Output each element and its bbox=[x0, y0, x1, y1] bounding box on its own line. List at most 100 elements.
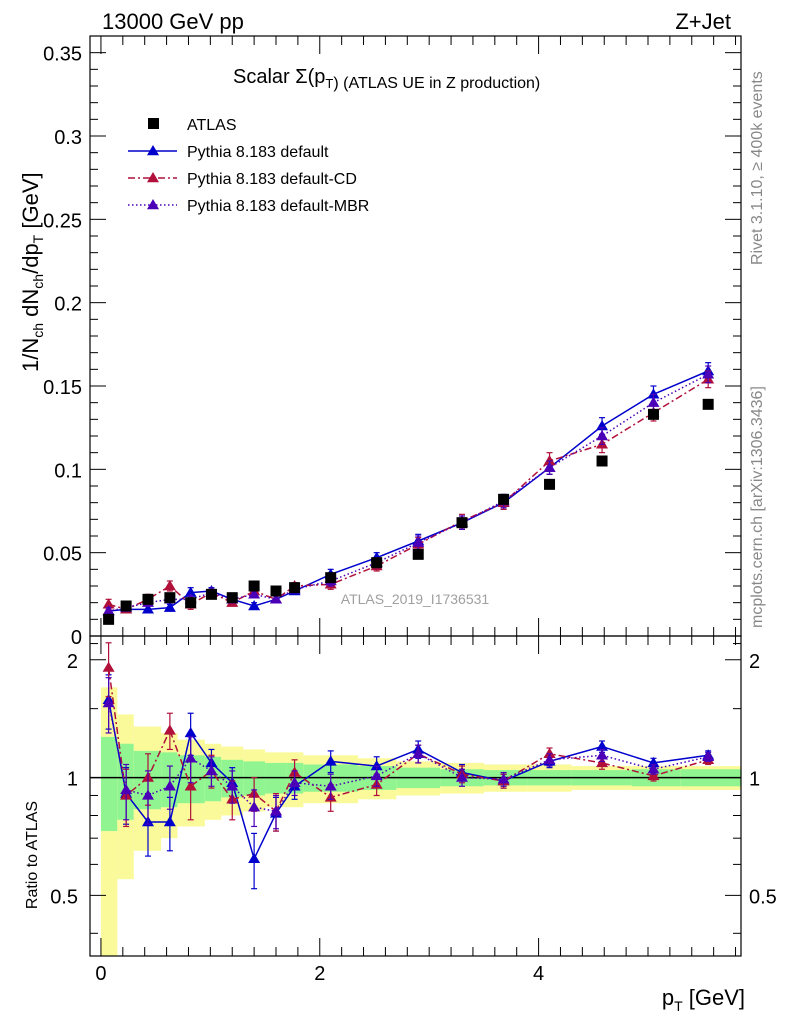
legend: ATLAS Pythia 8.183 default Pythia 8.183 de… bbox=[128, 117, 369, 215]
default-point bbox=[141, 603, 154, 614]
y-tick-label: 0.35 bbox=[43, 44, 82, 66]
mbr-ratio-point bbox=[456, 771, 468, 782]
mbr-ratio-point bbox=[324, 780, 337, 791]
ratio-band-inner bbox=[100, 736, 118, 832]
mbr-ratio-point bbox=[270, 805, 282, 816]
legend-marker-default bbox=[147, 145, 159, 156]
atlas-data-point bbox=[226, 592, 238, 604]
rivet-label: Rivet 3.1.10, ≥ 400k events bbox=[749, 71, 766, 265]
y-tick-label: 0.15 bbox=[43, 377, 82, 399]
ratio-bands bbox=[100, 687, 741, 956]
ratio-tick-label-right: 2 bbox=[749, 651, 760, 673]
default-ratio-point bbox=[370, 760, 383, 771]
ylabel-part-1: ch bbox=[30, 323, 46, 338]
cd-point bbox=[102, 598, 115, 609]
chart-title-rest: ) (ATLAS UE in Z production) bbox=[333, 75, 540, 92]
atlas-data-point bbox=[120, 600, 132, 612]
atlas-data-point bbox=[248, 580, 260, 592]
ratio-y-axis-label: Ratio to ATLAS bbox=[24, 801, 41, 909]
ratio-axis-ticks: 0.5 0.5 1 1 2 2 0 2 4 bbox=[50, 636, 777, 985]
mbr-ratio-point bbox=[497, 773, 510, 784]
default-line bbox=[108, 370, 709, 612]
x-tick-label: 2 bbox=[314, 963, 325, 985]
cd-point bbox=[163, 580, 176, 591]
mbr-point bbox=[102, 605, 115, 616]
cd-ratio-point bbox=[102, 661, 115, 672]
legend-label-cd: Pythia 8.183 default-CD bbox=[187, 171, 357, 188]
ylabel-part-2: dN bbox=[18, 289, 43, 323]
header-left: 13000 GeV pp bbox=[102, 9, 244, 34]
mbr-ratio-point bbox=[596, 749, 609, 760]
default-ratio-point bbox=[184, 726, 197, 738]
mbr-point bbox=[702, 368, 715, 379]
mbr-ratio-point bbox=[120, 783, 133, 795]
mbr-ratio-point bbox=[370, 769, 383, 781]
ylabel-part-4: /dp bbox=[18, 243, 43, 274]
legend-label-mbr: Pythia 8.183 default-MBR bbox=[187, 198, 369, 215]
atlas-data-point bbox=[647, 408, 659, 420]
mbr-point bbox=[647, 396, 660, 407]
chart-title-sub: T bbox=[325, 76, 333, 91]
mbr-ratio-point bbox=[288, 776, 301, 787]
mbr-ratio-point bbox=[184, 752, 197, 763]
y-tick-label: 0.1 bbox=[54, 460, 82, 482]
y-tick-label: 0.05 bbox=[43, 544, 82, 566]
xlabel-part-1: T bbox=[674, 998, 683, 1014]
default-ratio-point bbox=[248, 852, 261, 864]
default-point bbox=[248, 600, 261, 611]
ratio-series-group bbox=[102, 642, 715, 890]
x-tick-label: 4 bbox=[533, 963, 544, 985]
default-point bbox=[647, 388, 660, 399]
atlas-data-point bbox=[289, 582, 301, 594]
mbr-line bbox=[108, 373, 709, 612]
main-axis-ticks: 0 0.05 0.1 0.15 0.2 0.25 0.3 0.35 bbox=[43, 35, 741, 649]
y-tick-label: 0 bbox=[71, 627, 82, 649]
y-tick-label: 0.25 bbox=[43, 210, 82, 232]
xlabel-part-2: [GeV] bbox=[683, 985, 745, 1010]
atlas-data-point bbox=[103, 613, 115, 625]
atlas-data-point bbox=[185, 597, 197, 609]
cd-ratio-point bbox=[163, 724, 176, 735]
legend-label-data: ATLAS bbox=[187, 117, 237, 134]
legend-marker-cd bbox=[147, 172, 159, 183]
atlas-data-point bbox=[205, 588, 217, 600]
x-axis-label: pT [GeV] bbox=[662, 985, 745, 1014]
atlas-data-group bbox=[103, 398, 714, 625]
atlas-data-point bbox=[702, 398, 714, 410]
y-tick-label: 0.3 bbox=[54, 127, 82, 149]
legend-marker-mbr bbox=[147, 199, 159, 210]
cd-ratio-point bbox=[543, 747, 556, 759]
mbr-ratio-point bbox=[702, 750, 715, 761]
cd-ratio-point bbox=[647, 769, 660, 781]
atlas-data-point bbox=[270, 585, 282, 597]
atlas-data-point bbox=[371, 557, 383, 569]
mcplots-label: mcplots.cern.ch [arXiv:1306.3436] bbox=[749, 386, 766, 628]
xlabel-part-0: p bbox=[662, 985, 674, 1010]
atlas-data-point bbox=[544, 478, 556, 490]
legend-marker-data bbox=[148, 118, 159, 129]
cd-ratio-point bbox=[184, 780, 197, 791]
default-ratio-point bbox=[163, 815, 176, 827]
analysis-watermark: ATLAS_2019_I1736531 bbox=[341, 591, 490, 607]
mbr-ratio-point bbox=[141, 789, 154, 800]
ratio-tick-label: 1 bbox=[67, 769, 78, 791]
ratio-tick-label-right: 0.5 bbox=[749, 886, 777, 908]
mbr-point bbox=[412, 536, 425, 547]
mbr-point bbox=[270, 593, 282, 604]
chart-title: Scalar Σ(pT) (ATLAS UE in Z production) bbox=[233, 66, 540, 92]
cd-point bbox=[543, 455, 556, 466]
ratio-tick-label-right: 1 bbox=[749, 769, 760, 791]
mbr-point bbox=[248, 588, 261, 599]
cd-ratio-point bbox=[596, 756, 609, 768]
mbr-ratio-point bbox=[248, 801, 261, 812]
default-point bbox=[163, 601, 176, 612]
mbr-ratio-point bbox=[205, 764, 218, 776]
main-series-group bbox=[102, 362, 715, 616]
x-tick-label: 0 bbox=[95, 963, 106, 985]
atlas-data-point bbox=[325, 572, 337, 584]
ratio-tick-label: 0.5 bbox=[50, 886, 78, 908]
ylabel-part-3: ch bbox=[30, 274, 46, 289]
mbr-ratio-point bbox=[647, 763, 660, 774]
ratio-frame bbox=[89, 635, 742, 957]
